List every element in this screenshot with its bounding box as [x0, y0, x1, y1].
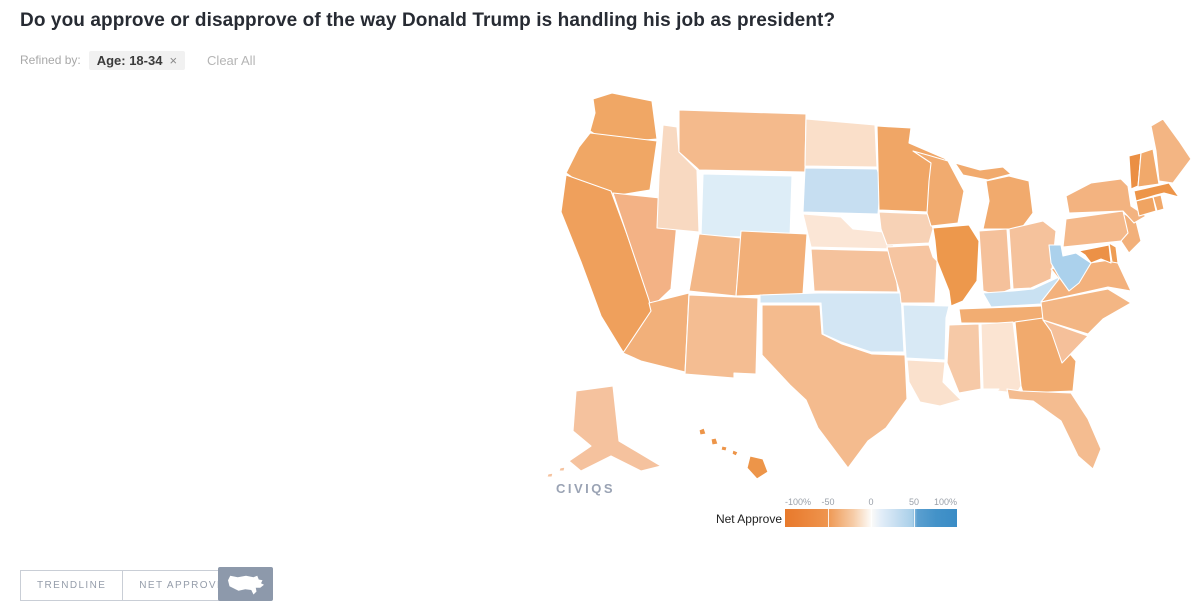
filter-chip-age[interactable]: Age: 18-34 × [88, 50, 186, 70]
state-ut[interactable]: Utah (-31) [688, 233, 742, 297]
legend-gradient-bar [785, 509, 957, 527]
legend-tick-50: 50 [908, 497, 920, 507]
state-il[interactable]: Illinois (-58) [932, 224, 980, 307]
state-ri[interactable]: Rhode Island (-42) [1152, 194, 1165, 212]
legend-separator [914, 509, 915, 527]
state-mi[interactable]: Michigan (-41) [982, 175, 1034, 230]
state-hi[interactable]: Hawaii (-62) [746, 455, 769, 480]
legend-label: Net Approve [715, 512, 782, 526]
state-nc[interactable]: North Carolina (-30) [1040, 288, 1132, 335]
state-ma[interactable]: Massachusetts (-62) [1133, 182, 1180, 202]
us-map-silhouette-icon [227, 575, 264, 595]
view-toggle-group: TRENDLINE NET APPROVE [20, 570, 243, 601]
state-hi[interactable]: Hawaii (-62) [720, 445, 728, 452]
state-id[interactable]: Idaho (-10) [656, 124, 700, 233]
state-de[interactable]: Delaware (-52) [1108, 242, 1119, 264]
state-hi[interactable]: Hawaii (-62) [698, 427, 707, 436]
state-nd[interactable]: North Dakota (-7) [804, 118, 878, 168]
legend-tick--50: -50 [821, 497, 835, 507]
state-ar[interactable]: Arkansas (5) [902, 304, 950, 361]
page-title: Do you approve or disapprove of the way … [20, 10, 836, 31]
state-ny[interactable]: New York (-33) [1065, 178, 1147, 224]
state-wv[interactable]: West Virginia (20) [1048, 244, 1092, 292]
state-mi[interactable]: Michigan (-41) [954, 162, 1012, 181]
map-view-button[interactable] [218, 567, 273, 601]
state-wy[interactable]: Wyoming (3) [700, 173, 793, 239]
state-nh[interactable]: New Hampshire (-42) [1137, 148, 1160, 188]
state-ct[interactable]: Connecticut (-48) [1135, 196, 1157, 217]
state-nm[interactable]: New Mexico (-26) [684, 294, 759, 379]
state-ak[interactable]: Alaska (-21) [546, 472, 554, 478]
state-az[interactable]: Arizona (-35) [622, 292, 690, 373]
legend-tick-100: 100% [933, 497, 957, 507]
state-al[interactable]: Alabama (-5) [980, 321, 1022, 394]
state-ks[interactable]: Kansas (-22) [810, 248, 899, 293]
legend-separator [871, 509, 872, 527]
state-oh[interactable]: Ohio (-22) [1008, 220, 1057, 290]
state-wi[interactable]: Wisconsin (-40) [912, 150, 965, 227]
filter-chip-label: Age: 18-34 [96, 52, 163, 68]
state-ia[interactable]: Iowa (-12) [878, 211, 934, 246]
legend-separator [828, 509, 829, 527]
refined-by-label: Refined by: [20, 53, 81, 67]
state-pa[interactable]: Pennsylvania (-28) [1062, 210, 1129, 248]
state-sd[interactable]: South Dakota (11) [802, 167, 882, 215]
remove-filter-icon[interactable]: × [169, 52, 178, 68]
legend-tick-0: 0 [868, 497, 874, 507]
refine-bar: Refined by: Age: 18-34 × Clear All [20, 50, 255, 70]
state-co[interactable]: Colorado (-36) [735, 230, 808, 297]
civiqs-logo[interactable]: CIVIQS [556, 481, 616, 496]
state-mo[interactable]: Missouri (-20) [886, 244, 938, 304]
state-mt[interactable]: Montana (-28) [678, 109, 807, 173]
state-fl[interactable]: Florida (-26) [1006, 388, 1102, 470]
state-hi[interactable]: Hawaii (-62) [731, 449, 739, 457]
legend-tick--100: -100% [785, 497, 812, 507]
state-tx[interactable]: Texas (-27) [761, 304, 908, 469]
state-ms[interactable]: Mississippi (-18) [946, 323, 982, 394]
state-la[interactable]: Louisiana (-6) [906, 359, 962, 407]
state-me[interactable]: Maine (-31) [1150, 118, 1192, 184]
state-ak[interactable]: Alaska (-21) [568, 385, 662, 472]
state-in[interactable]: Indiana (-21) [978, 228, 1012, 296]
state-hi[interactable]: Hawaii (-62) [710, 437, 719, 446]
legend-tick-labels: -100% -50 0 50 100% [785, 497, 957, 508]
state-ok[interactable]: Oklahoma (6) [759, 292, 905, 353]
trendline-button[interactable]: TRENDLINE [20, 570, 124, 601]
state-ak[interactable]: Alaska (-21) [558, 466, 566, 472]
state-sc[interactable]: South Carolina (-23) [1042, 319, 1089, 364]
clear-all-button[interactable]: Clear All [207, 52, 256, 68]
